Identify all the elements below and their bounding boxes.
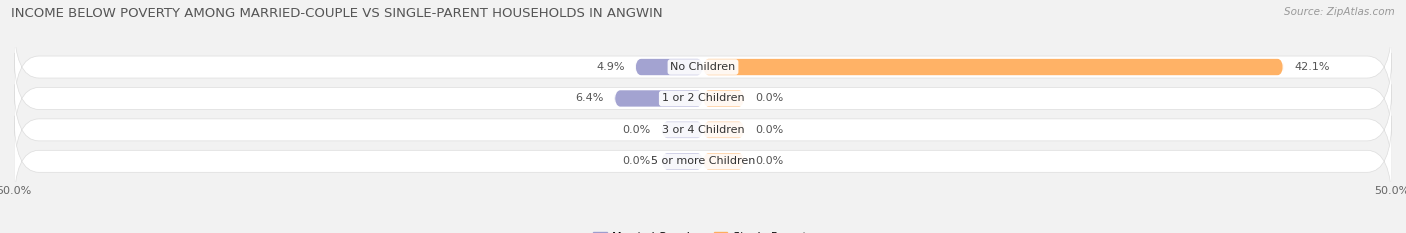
FancyBboxPatch shape bbox=[703, 59, 1284, 75]
FancyBboxPatch shape bbox=[14, 116, 1392, 207]
Text: 0.0%: 0.0% bbox=[755, 93, 783, 103]
Text: 0.0%: 0.0% bbox=[755, 156, 783, 166]
FancyBboxPatch shape bbox=[662, 153, 703, 169]
Text: 5 or more Children: 5 or more Children bbox=[651, 156, 755, 166]
Text: 6.4%: 6.4% bbox=[575, 93, 603, 103]
Text: INCOME BELOW POVERTY AMONG MARRIED-COUPLE VS SINGLE-PARENT HOUSEHOLDS IN ANGWIN: INCOME BELOW POVERTY AMONG MARRIED-COUPL… bbox=[11, 7, 662, 20]
FancyBboxPatch shape bbox=[703, 122, 744, 138]
FancyBboxPatch shape bbox=[614, 90, 703, 107]
Text: 0.0%: 0.0% bbox=[623, 156, 651, 166]
Text: 1 or 2 Children: 1 or 2 Children bbox=[662, 93, 744, 103]
Text: 4.9%: 4.9% bbox=[596, 62, 624, 72]
Text: 0.0%: 0.0% bbox=[755, 125, 783, 135]
FancyBboxPatch shape bbox=[662, 122, 703, 138]
Text: No Children: No Children bbox=[671, 62, 735, 72]
FancyBboxPatch shape bbox=[636, 59, 703, 75]
FancyBboxPatch shape bbox=[14, 84, 1392, 175]
Legend: Married Couples, Single Parents: Married Couples, Single Parents bbox=[589, 227, 817, 233]
Text: 0.0%: 0.0% bbox=[623, 125, 651, 135]
Text: 3 or 4 Children: 3 or 4 Children bbox=[662, 125, 744, 135]
FancyBboxPatch shape bbox=[14, 21, 1392, 113]
FancyBboxPatch shape bbox=[703, 153, 744, 169]
FancyBboxPatch shape bbox=[703, 90, 744, 107]
Text: 42.1%: 42.1% bbox=[1294, 62, 1330, 72]
FancyBboxPatch shape bbox=[14, 53, 1392, 144]
Text: Source: ZipAtlas.com: Source: ZipAtlas.com bbox=[1284, 7, 1395, 17]
